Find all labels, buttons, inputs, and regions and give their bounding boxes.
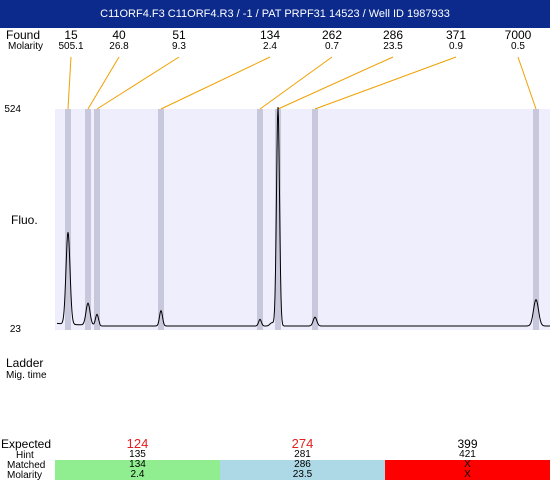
peak-molarity-label: 0.9 (449, 41, 463, 52)
leader-line-7000 (517, 56, 537, 110)
peak-molarity-label: 2.4 (263, 41, 277, 52)
leader-line-40 (87, 56, 120, 110)
leader-line-134 (160, 56, 271, 110)
y-tick-bottom: 23 (9, 324, 21, 335)
peak-size-label: 15 (64, 28, 78, 42)
peak-band-371 (312, 109, 318, 330)
peak-molarity-label: 9.3 (172, 41, 186, 52)
peak-size-label: 262 (321, 28, 343, 42)
peak-band-262 (257, 109, 263, 330)
expected-hint: 281 (294, 449, 311, 460)
peak-band-40 (85, 109, 91, 330)
expected-hint: 421 (459, 449, 476, 460)
expected-size: 274 (291, 436, 314, 451)
leader-line-262 (259, 56, 333, 110)
peak-molarity-label: 505.1 (58, 41, 84, 52)
peak-size-label: 51 (172, 28, 186, 42)
chart-title: C11ORF4.F3 C11ORF4.R3 / -1 / PAT PRPF31 … (0, 0, 550, 28)
molarity-label: Molarity (8, 41, 44, 52)
matched-molarity: X (464, 469, 471, 480)
plot-area (55, 109, 550, 330)
peak-band-134 (158, 109, 164, 330)
expected-size: 399 (457, 437, 478, 451)
leader-line-286 (277, 56, 394, 110)
matched-size: 134 (129, 459, 146, 470)
expected-hint: 135 (129, 449, 146, 460)
leader-line-15 (67, 56, 72, 110)
matched-molarity: 23.5 (292, 469, 313, 480)
y-tick-top: 524 (4, 104, 21, 115)
peak-molarity-label: 26.8 (109, 41, 129, 52)
y-axis-label: Fluo. (11, 213, 38, 227)
peak-size-label: 371 (445, 28, 467, 42)
expected-size: 124 (126, 436, 149, 451)
mig-time-label: Mig. time (6, 370, 47, 381)
expected-label: Expected (1, 437, 52, 451)
peak-band-286 (275, 109, 281, 330)
matched-band (55, 460, 220, 480)
peak-size-label: 286 (382, 28, 404, 42)
leader-line-51 (96, 56, 180, 110)
found-label: Found (6, 28, 41, 42)
peak-band-15 (65, 109, 71, 330)
peak-size-label: 40 (112, 28, 126, 42)
molarity-bottom-label: Molarity (7, 470, 43, 481)
matched-band (385, 460, 550, 480)
peak-molarity-label: 0.7 (325, 41, 339, 52)
matched-size: 286 (294, 459, 311, 470)
peak-band-51 (94, 109, 100, 330)
matched-molarity: 2.4 (130, 469, 145, 480)
peak-size-label: 134 (259, 28, 281, 42)
matched-band (220, 460, 385, 480)
leader-line-371 (314, 56, 457, 110)
fluorescence-trace (57, 106, 550, 327)
hint-label: Hint (16, 450, 34, 461)
matched-size: X (464, 459, 471, 470)
peak-molarity-label: 0.5 (511, 41, 525, 52)
peak-molarity-label: 23.5 (383, 41, 403, 52)
ladder-label: Ladder (6, 356, 44, 370)
peak-band-7000 (533, 109, 539, 330)
matched-label: Matched (7, 460, 46, 471)
peak-size-label: 7000 (504, 28, 532, 42)
